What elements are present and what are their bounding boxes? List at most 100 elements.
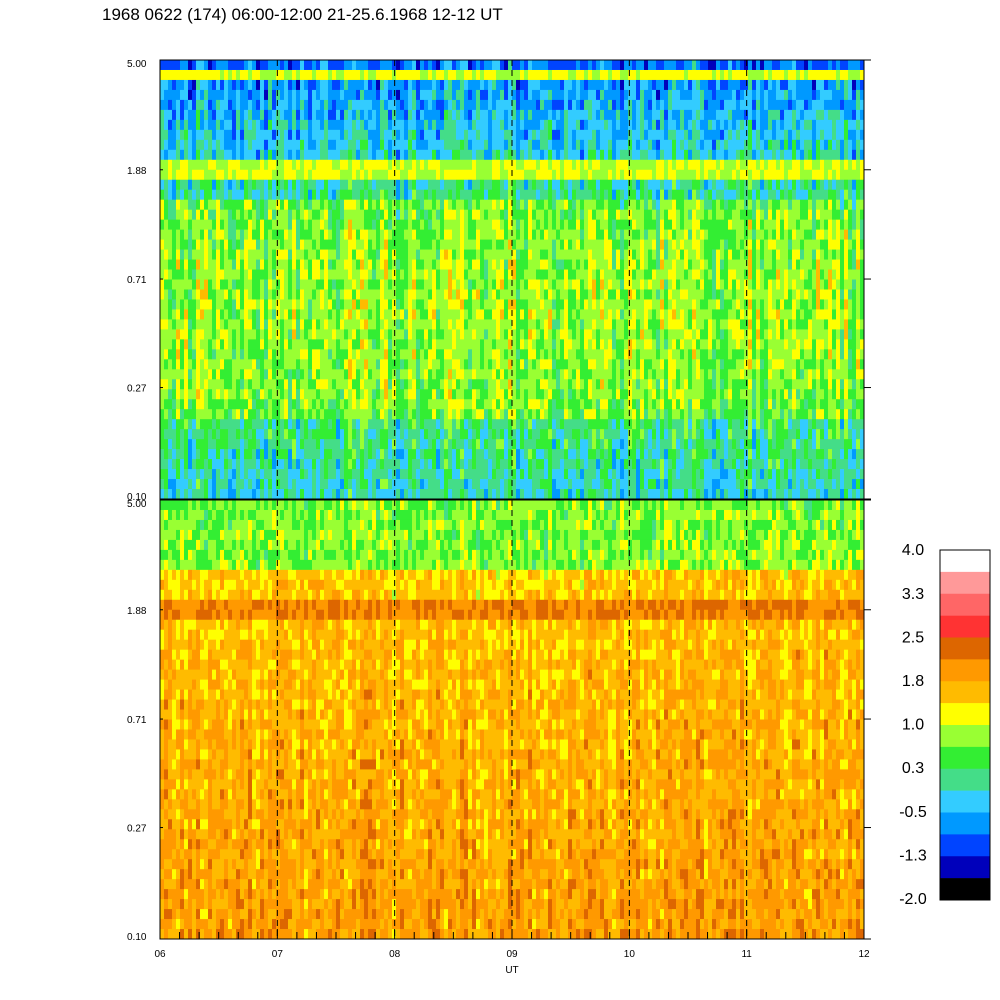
heatmap-cell [572,219,577,231]
heatmap-cell [376,169,381,181]
heatmap-cell [448,439,453,450]
heatmap-cell [284,249,289,260]
heatmap-cell [192,419,197,430]
heatmap-cell [416,329,421,340]
heatmap-cell [524,399,529,410]
heatmap-cell [244,289,249,300]
heatmap-cell [276,329,281,340]
heatmap-cell [516,189,521,201]
heatmap-cell [304,219,309,231]
heatmap-cell [572,279,577,290]
heatmap-cell [192,219,197,231]
heatmap-cell [584,319,589,330]
heatmap-cell [504,69,509,81]
heatmap-cell [488,389,493,400]
heatmap-cell [404,219,409,231]
heatmap-cell [380,459,385,470]
heatmap-cell [220,319,225,330]
heatmap-cell [580,209,585,221]
heatmap-cell [568,369,573,380]
heatmap-cell [568,179,573,191]
heatmap-cell [572,199,577,211]
heatmap-cell [288,459,293,470]
heatmap-cell [196,469,201,480]
heatmap-cell [560,429,565,440]
heatmap-cell [500,299,505,310]
heatmap-cell [256,169,261,181]
heatmap-cell [448,289,453,300]
heatmap-cell [504,259,509,270]
heatmap-cell [204,339,209,350]
heatmap-cell [464,319,469,330]
heatmap-cell [596,489,601,500]
heatmap-cell [196,279,201,290]
heatmap-cell [604,309,609,320]
heatmap-cell [428,359,433,370]
heatmap-cell [408,179,413,191]
heatmap-cell [172,349,177,360]
heatmap-cell [176,89,181,101]
heatmap-cell [312,89,317,101]
heatmap-cell [448,349,453,360]
heatmap-cell [496,69,501,81]
heatmap-cell [568,299,573,310]
heatmap-cell [212,209,217,221]
heatmap-cell [524,239,529,250]
heatmap-cell [248,159,253,171]
heatmap-cell [204,189,209,201]
heatmap-cell [388,349,393,360]
heatmap-cell [232,359,237,370]
heatmap-cell [528,279,533,290]
heatmap-cell [164,79,169,91]
heatmap-cell [456,219,461,231]
heatmap-cell [328,449,333,460]
heatmap-cell [540,319,545,330]
heatmap-cell [408,89,413,101]
heatmap-cell [228,439,233,450]
heatmap-cell [348,359,353,370]
heatmap-cell [432,259,437,270]
heatmap-cell [192,349,197,360]
heatmap-cell [168,229,173,240]
heatmap-cell [340,69,345,81]
heatmap-cell [224,60,229,71]
heatmap-cell [284,119,289,131]
heatmap-cell [440,279,445,290]
heatmap-cell [536,239,541,250]
heatmap-cell [592,409,597,420]
heatmap-cell [336,209,341,221]
heatmap-cell [228,389,233,400]
heatmap-cell [296,279,301,290]
heatmap-cell [160,249,165,260]
heatmap-cell [460,299,465,310]
heatmap-cell [212,309,217,320]
heatmap-cell [608,299,613,310]
heatmap-cell [208,60,213,71]
heatmap-cell [284,419,289,430]
heatmap-cell [536,69,541,81]
heatmap-cell [468,269,473,280]
heatmap-cell [432,249,437,260]
heatmap-cell [216,179,221,191]
heatmap-cell [464,359,469,370]
heatmap-cell [528,189,533,201]
heatmap-cell [592,219,597,231]
heatmap-cell [408,329,413,340]
heatmap-cell [360,449,365,460]
heatmap-cell [544,329,549,340]
heatmap-cell [412,119,417,131]
heatmap-cell [492,399,497,410]
heatmap-cell [292,199,297,211]
heatmap-cell [500,229,505,240]
heatmap-cell [264,159,269,171]
heatmap-cell [336,179,341,191]
heatmap-cell [272,479,277,490]
heatmap-cell [484,299,489,310]
heatmap-cell [340,229,345,240]
heatmap-cell [604,339,609,350]
heatmap-cell [348,109,353,121]
heatmap-cell [256,439,261,450]
heatmap-cell [188,429,193,440]
heatmap-cell [404,99,409,111]
heatmap-cell [328,329,333,340]
